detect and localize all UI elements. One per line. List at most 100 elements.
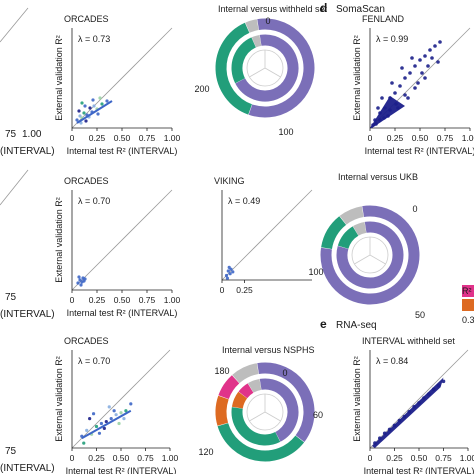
data-point [104,419,108,424]
data-point [77,109,81,113]
data-point [76,281,80,285]
legend-swatch-pink [462,285,474,297]
lambda-annotation: λ = 0.70 [78,356,110,366]
data-point [82,441,86,445]
data-point [420,71,424,75]
data-point [94,424,99,429]
inner-ring-segment [352,221,367,236]
ring-scale-label: 0 [412,204,417,214]
lambda-annotation: λ = 0.70 [78,196,110,206]
x-tick-label: 0.50 [114,133,131,143]
data-point [441,379,446,384]
x-tick-label: 1.00 [460,453,474,463]
data-point [408,71,412,75]
lambda-annotation: λ = 0.84 [376,356,408,366]
data-point [122,417,126,421]
ring-scale-label: 60 [313,410,323,420]
data-point [102,426,106,430]
inner-ring-segment [336,221,404,289]
data-point [96,112,100,116]
x-tick-label: 0.75 [437,133,454,143]
reference-line [71,27,173,129]
legend-swatch-orange [462,299,474,311]
inner-ring-segment [251,34,262,48]
x-axis-label: Internal test R² (INTERVAL) [364,466,474,474]
x-tick-label: 0.75 [139,133,156,143]
data-point [78,114,82,118]
left-ref-line-top [0,7,29,43]
ring-legend: R² 0.38 [462,285,474,325]
data-point [88,417,92,421]
reference-line [71,349,171,449]
data-point [433,44,437,48]
inner-ring-segment [235,34,299,102]
reference-line [221,189,313,281]
data-point [83,104,87,108]
x-axis-label: Internal test R² (INTERVAL) [66,466,177,474]
x-tick-label: 0 [368,453,373,463]
charts-layer: ORCADES λ = 0.73 0 0.25 0.50 0.75 1.00 Internal… [54,4,474,474]
donut-panel-1: Internal versus withheld set 0 200 100 [194,4,327,137]
x-tick-label: 0.25 [387,133,404,143]
x-axis-label: Internal test R² (INTERVAL) [365,146,474,156]
data-point [423,54,427,58]
chart-title: ORCADES [64,336,109,346]
inner-ring-segment [247,378,262,393]
ring-scale-label: 180 [214,366,229,376]
x-tick-label: 0 [220,285,225,295]
x-tick-label: 0.50 [411,453,428,463]
inner-ring-segment [231,37,257,84]
x-axis-label: Internal test R² (INTERVAL) [67,308,178,318]
data-point [430,56,434,60]
scatter-panel-3: ORCADES λ = 0.70 0 0.25 0.50 0.75 1.00 Internal… [54,176,181,318]
x-tick-label: 0 [368,133,373,143]
data-point [390,81,394,85]
outer-ring-segment [215,395,229,426]
data-point [97,431,102,435]
reference-line [369,349,469,449]
chart-title: VIKING [214,176,245,186]
donut-panel-7: Internal versus NSPHS 180 0 60 120 [198,345,323,462]
radial-grid-line [369,254,386,265]
chart-title: Internal versus withheld set [218,4,328,14]
data-point [403,76,407,80]
x-tick-label: 0 [70,133,75,143]
panel-letter-e: e [320,317,327,331]
legend-r2-label: R² [462,286,472,296]
left-tick-top-1: 75 [5,129,17,140]
data-point [423,76,427,80]
outer-ring-segment [245,19,259,33]
outer-ring-segment [217,422,305,462]
fit-line [76,100,113,124]
data-point [129,402,133,406]
x-tick-label: 0.75 [137,453,154,463]
inner-ring-segment [238,383,254,399]
x-tick-label: 0.50 [113,453,130,463]
clipped-left-column: 75 1.00 (INTERVAL) 75 (INTERVAL) 75 (INT… [0,7,55,474]
data-point [117,421,121,426]
left-tick-top-2: 1.00 [22,129,42,140]
data-point [438,40,442,44]
scatter-panel-0: ORCADES λ = 0.73 0 0.25 0.50 0.75 1.00 Internal… [54,14,181,156]
x-tick-label: 0.50 [412,133,429,143]
data-point [380,96,384,100]
chart-title: ORCADES [64,14,109,24]
x-tick-label: 0 [70,453,75,463]
inner-ring-segment [231,407,281,446]
data-point [413,86,417,90]
outer-ring-segment [215,22,253,115]
data-point [393,91,397,95]
data-point [99,421,103,426]
radial-grid-line [264,411,281,422]
x-tick-label: 1.00 [162,453,179,463]
y-axis-label: External validation R² [54,356,64,442]
data-point [436,60,440,64]
data-point [225,276,229,280]
data-point [100,102,104,106]
fit-line [81,409,132,440]
data-point [88,106,92,110]
section-title-e: RNA-seq [336,320,377,331]
data-point [112,409,116,413]
y-axis-label: External validation R² [54,197,64,283]
ring-scale-label: 100 [278,127,293,137]
